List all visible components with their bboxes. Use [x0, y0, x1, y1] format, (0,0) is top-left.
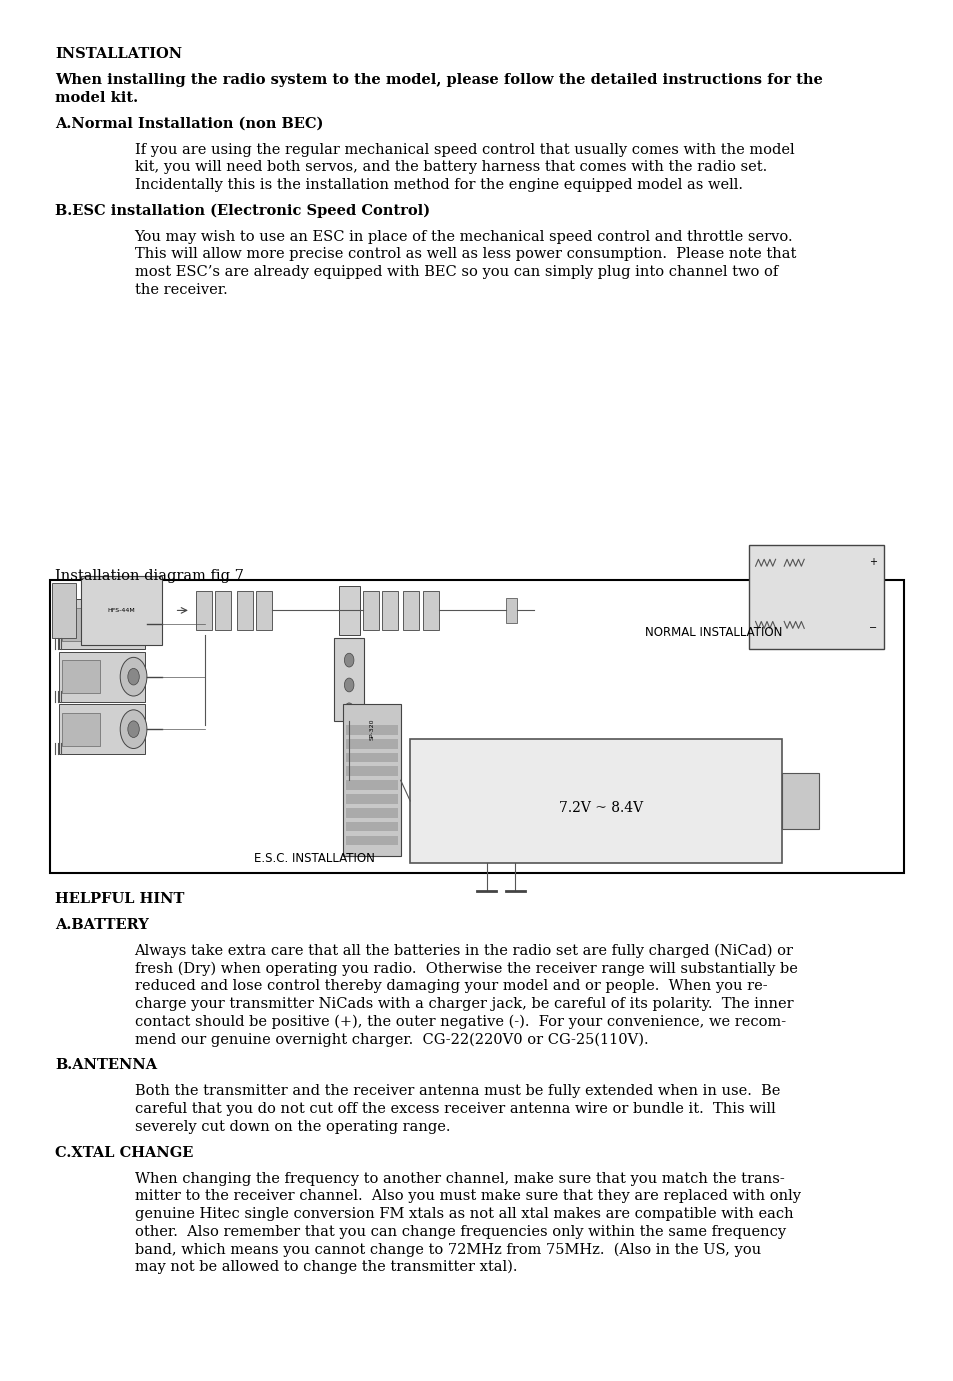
Circle shape	[128, 668, 139, 685]
Text: other.  Also remember that you can change frequencies only within the same frequ: other. Also remember that you can change…	[134, 1225, 785, 1239]
Text: genuine Hitec single conversion FM xtals as not all xtal makes are compatible wi: genuine Hitec single conversion FM xtals…	[134, 1207, 792, 1221]
Bar	[346, 822, 397, 831]
Text: When installing the radio system to the model, please follow the detailed instru: When installing the radio system to the …	[55, 73, 822, 87]
Text: kit, you will need both servos, and the battery harness that comes with the radi: kit, you will need both servos, and the …	[134, 160, 766, 174]
Bar	[195, 591, 212, 630]
Bar	[346, 780, 397, 790]
Text: You may wish to use an ESC in place of the mechanical speed control and throttle: You may wish to use an ESC in place of t…	[134, 229, 792, 244]
Text: Installation diagram fig 7: Installation diagram fig 7	[55, 569, 244, 583]
Text: Incidentally this is the installation method for the engine equipped model as we: Incidentally this is the installation me…	[134, 178, 741, 192]
Circle shape	[120, 605, 147, 644]
Bar	[343, 704, 400, 856]
Bar	[62, 713, 100, 746]
Bar	[422, 591, 438, 630]
Bar	[50, 580, 903, 873]
Bar	[505, 598, 517, 623]
Circle shape	[128, 721, 139, 737]
Circle shape	[344, 653, 354, 667]
Text: band, which means you cannot change to 72MHz from 75MHz.  (Also in the US, you: band, which means you cannot change to 7…	[134, 1243, 760, 1257]
Bar	[346, 836, 397, 845]
Circle shape	[120, 710, 147, 749]
Text: E.S.C. INSTALLATION: E.S.C. INSTALLATION	[254, 852, 375, 865]
Text: HFS-44M: HFS-44M	[108, 608, 135, 613]
Text: B.ESC installation (Electronic Speed Control): B.ESC installation (Electronic Speed Con…	[55, 204, 430, 218]
Bar	[81, 576, 162, 645]
Circle shape	[344, 703, 354, 717]
Bar	[255, 591, 272, 630]
Text: C.XTAL CHANGE: C.XTAL CHANGE	[55, 1146, 193, 1160]
Text: fresh (Dry) when operating you radio.  Otherwise the receiver range will substan: fresh (Dry) when operating you radio. Ot…	[134, 961, 797, 976]
Circle shape	[120, 657, 147, 696]
Text: If you are using the regular mechanical speed control that usually comes with th: If you are using the regular mechanical …	[134, 142, 793, 156]
Text: +: +	[868, 557, 876, 568]
Text: A.BATTERY: A.BATTERY	[55, 918, 149, 932]
Bar	[346, 766, 397, 776]
Bar	[59, 704, 145, 754]
Text: When changing the frequency to another channel, make sure that you match the tra: When changing the frequency to another c…	[134, 1171, 783, 1186]
Bar	[236, 591, 253, 630]
Text: reduced and lose control thereby damaging your model and or people.  When you re: reduced and lose control thereby damagin…	[134, 979, 766, 993]
Text: model kit.: model kit.	[55, 91, 138, 105]
Text: mitter to the receiver channel.  Also you must make sure that they are replaced : mitter to the receiver channel. Also you…	[134, 1189, 800, 1203]
Bar	[59, 652, 145, 702]
Text: Always take extra care that all the batteries in the radio set are fully charged: Always take extra care that all the batt…	[134, 945, 793, 958]
Bar	[62, 660, 100, 693]
Text: severely cut down on the operating range.: severely cut down on the operating range…	[134, 1120, 450, 1134]
Text: 7.2V ~ 8.4V: 7.2V ~ 8.4V	[558, 801, 642, 815]
Bar	[362, 591, 378, 630]
Bar	[338, 586, 359, 635]
Text: careful that you do not cut off the excess receiver antenna wire or bundle it.  : careful that you do not cut off the exce…	[134, 1102, 775, 1116]
Text: may not be allowed to change the transmitter xtal).: may not be allowed to change the transmi…	[134, 1259, 517, 1275]
Bar	[346, 739, 397, 749]
Text: INSTALLATION: INSTALLATION	[55, 47, 182, 61]
Text: −: −	[868, 623, 876, 634]
Text: HELPFUL HINT: HELPFUL HINT	[55, 892, 185, 906]
Bar	[748, 545, 883, 649]
Bar	[410, 739, 781, 863]
Bar	[346, 753, 397, 762]
Bar	[214, 591, 231, 630]
Bar	[62, 608, 100, 641]
Bar	[381, 591, 397, 630]
Bar	[402, 591, 418, 630]
Text: Both the transmitter and the receiver antenna must be fully extended when in use: Both the transmitter and the receiver an…	[134, 1084, 779, 1098]
Text: A.Normal Installation (non BEC): A.Normal Installation (non BEC)	[55, 116, 323, 131]
Text: NORMAL INSTALLATION: NORMAL INSTALLATION	[644, 626, 781, 638]
Bar	[346, 808, 397, 818]
Text: most ESC’s are already equipped with BEC so you can simply plug into channel two: most ESC’s are already equipped with BEC…	[134, 265, 777, 279]
Text: charge your transmitter NiCads with a charger jack, be careful of its polarity. : charge your transmitter NiCads with a ch…	[134, 997, 792, 1011]
Text: This will allow more precise control as well as less power consumption.  Please : This will allow more precise control as …	[134, 247, 795, 261]
Text: SP-320: SP-320	[369, 718, 375, 740]
Bar	[346, 794, 397, 804]
Bar	[781, 773, 818, 829]
Bar	[346, 725, 397, 735]
Bar	[334, 638, 364, 721]
Text: contact should be positive (+), the outer negative (-).  For your convenience, w: contact should be positive (+), the oute…	[134, 1015, 785, 1029]
Circle shape	[344, 678, 354, 692]
Bar	[52, 583, 76, 638]
Bar	[59, 599, 145, 649]
Text: B.ANTENNA: B.ANTENNA	[55, 1058, 157, 1073]
Text: mend our genuine overnight charger.  CG-22(220V0 or CG-25(110V).: mend our genuine overnight charger. CG-2…	[134, 1033, 647, 1047]
Circle shape	[128, 616, 139, 632]
Text: the receiver.: the receiver.	[134, 283, 227, 297]
